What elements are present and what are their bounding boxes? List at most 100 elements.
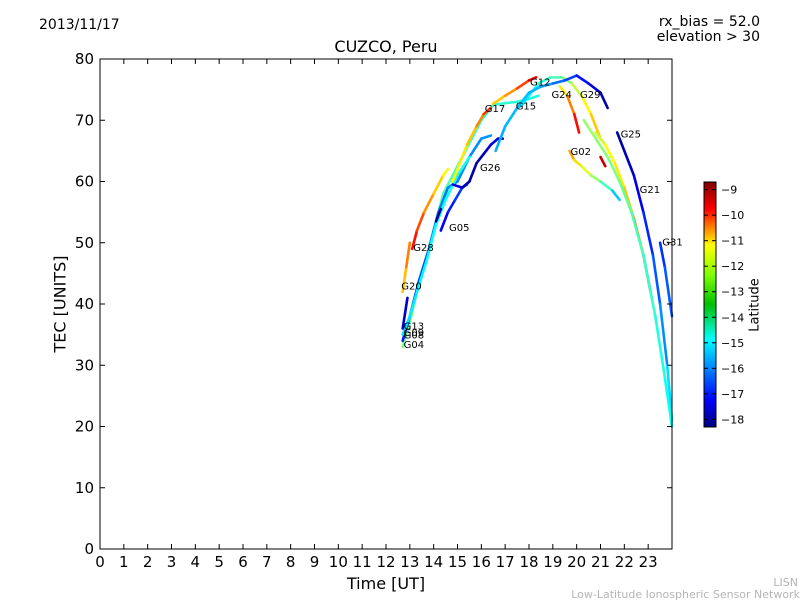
series-segment [568, 149, 576, 162]
series-segment [572, 112, 581, 134]
series-segment [594, 137, 609, 159]
y-tick-label: 30 [75, 356, 94, 374]
colorbar-tick-label: −13 [721, 286, 744, 299]
x-axis-label: Time [UT] [346, 574, 426, 593]
series-segment [491, 94, 507, 106]
series-segment [408, 290, 419, 318]
series-segment [489, 137, 500, 147]
footer-org-short: LISN [773, 576, 798, 589]
series-segment [451, 161, 462, 183]
series-g21b [582, 118, 674, 428]
series-segment [475, 112, 486, 128]
series-segment [527, 94, 540, 101]
colorbar-tick-label: −9 [721, 184, 737, 197]
series-segment [665, 363, 674, 422]
series-segment [630, 210, 645, 257]
series-segment [599, 91, 609, 110]
series-segment [453, 186, 464, 202]
x-tick-label: 14 [424, 553, 443, 571]
series-segment [515, 79, 531, 90]
series-g04 [401, 94, 540, 349]
series-segment [575, 74, 590, 85]
x-tick-label: 19 [543, 553, 562, 571]
x-tick-label: 0 [95, 553, 105, 571]
series-g02 [568, 149, 621, 202]
series-segment [503, 106, 519, 128]
series-segment [401, 321, 412, 349]
series-g02b [599, 155, 607, 168]
x-tick-label: 3 [167, 553, 177, 571]
sat-label-g09: G09 [404, 328, 424, 339]
series-g29 [558, 85, 581, 134]
x-tick-label: 2 [143, 553, 153, 571]
sat-label-g31: G31 [662, 238, 682, 249]
series-g20 [401, 241, 412, 294]
colorbar-tick-label: −16 [721, 362, 744, 375]
series-segment [587, 82, 602, 94]
series-segment [558, 85, 569, 98]
x-tick-label: 16 [472, 553, 491, 571]
series-segment [404, 241, 412, 269]
series-segment [527, 76, 538, 82]
series-segment [441, 167, 450, 177]
series-segment [658, 241, 667, 269]
sat-label-g17: G17 [485, 104, 505, 115]
sat-label-g20: G20 [401, 282, 421, 293]
x-tick-label: 12 [376, 553, 395, 571]
x-tick-label: 1 [119, 553, 129, 571]
series-segment [594, 131, 607, 147]
series-segment [539, 82, 555, 88]
series-segment [480, 134, 493, 140]
x-tick-label: 9 [310, 553, 320, 571]
y-tick-label: 60 [75, 173, 94, 191]
y-tick-label: 0 [84, 540, 94, 558]
series-segment [475, 152, 486, 165]
series-segment [603, 143, 617, 165]
series-segment [572, 158, 583, 168]
series-segment [401, 265, 408, 294]
series-segment [460, 180, 471, 189]
series-segment [580, 164, 593, 177]
series-segment [570, 82, 583, 98]
series-segment [415, 259, 428, 294]
series-g31 [658, 241, 674, 318]
y-tick-label: 20 [75, 418, 94, 436]
series-segment [503, 87, 519, 98]
series-segment [527, 85, 543, 94]
axes: 0 1 2 3 4 5 6 7 8 9 10 11 12 13 14 15 16 17 18 19 20 21 22 2301… [75, 50, 672, 571]
series-segment [468, 161, 478, 183]
series-segment [615, 131, 626, 153]
series-segment [503, 100, 519, 105]
series-g17 [451, 106, 493, 183]
x-tick-label: 8 [286, 553, 296, 571]
colorbar-tick-label: −12 [721, 260, 744, 273]
series-segment [468, 137, 483, 159]
series-segment [551, 79, 567, 85]
plot-area [401, 74, 674, 428]
colorbar-tick-label: −10 [721, 209, 744, 222]
colorbar-tick-label: −17 [721, 388, 744, 401]
series-segment [611, 189, 621, 202]
series-g25 [615, 131, 674, 422]
y-tick-label: 80 [75, 50, 94, 68]
series-g13 [401, 296, 409, 330]
series-segment [563, 74, 578, 82]
series-segment [434, 207, 443, 223]
series-segment [441, 174, 455, 196]
series-segment [446, 198, 457, 214]
series-segment [618, 180, 633, 214]
series-g28 [410, 167, 450, 251]
y-tick-label: 10 [75, 479, 94, 497]
series-segment [401, 296, 409, 330]
series-segment [651, 253, 662, 306]
colorbar-ticks: −9 −10 −11 −12 −13 −14 −15 −16 −17 −18 [704, 184, 744, 426]
series-segment [458, 143, 469, 165]
series-segment [663, 265, 674, 318]
x-tick-label: 13 [400, 553, 419, 571]
series-segment [582, 118, 598, 140]
y-tick-label: 50 [75, 234, 94, 252]
y-tick-label: 70 [75, 111, 94, 129]
colorbar-tick-label: −18 [721, 413, 744, 426]
elevation-label: elevation > 30 [656, 29, 760, 45]
